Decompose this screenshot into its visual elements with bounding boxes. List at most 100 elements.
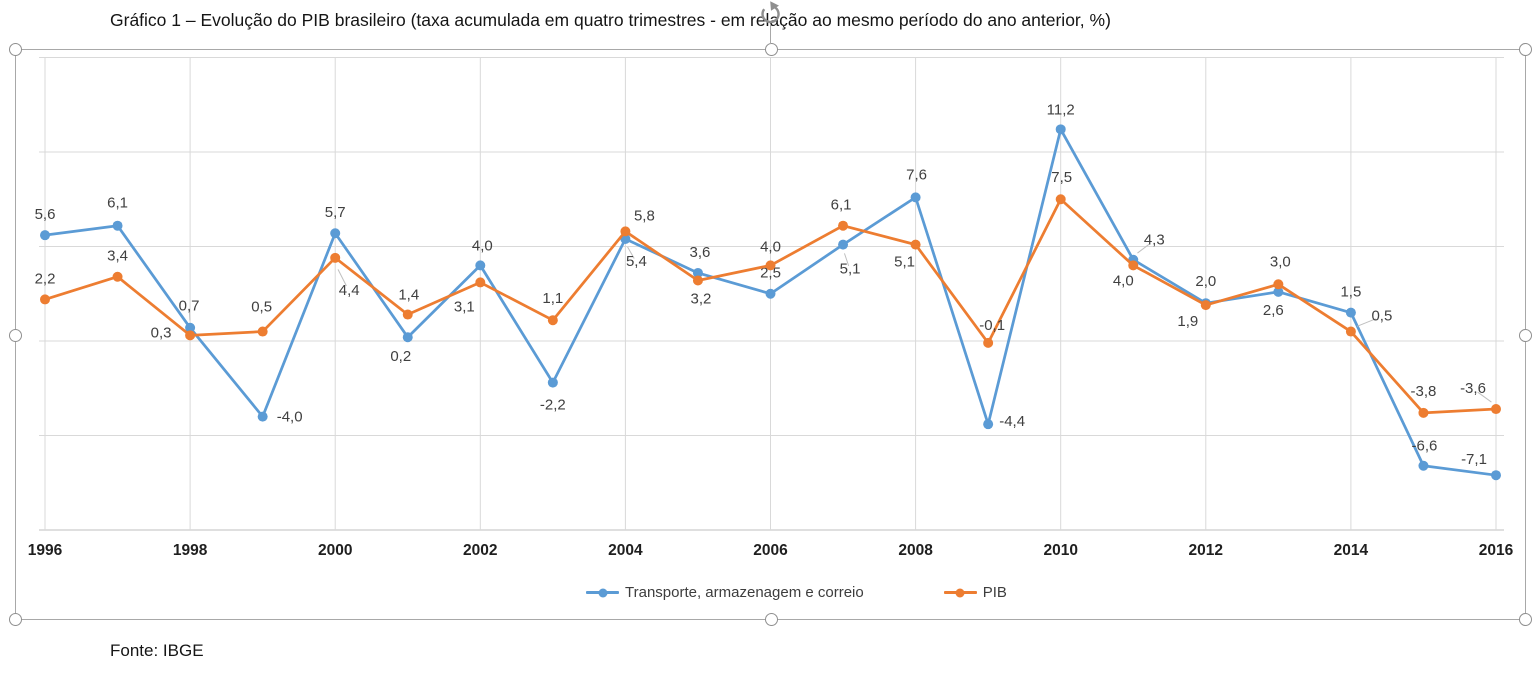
data-label[interactable]: 1,9 xyxy=(1177,313,1198,330)
resize-handle-bottom-middle[interactable] xyxy=(764,613,778,626)
rotate-icon xyxy=(761,1,780,24)
label-leader-line xyxy=(1137,243,1151,254)
data-label[interactable]: 2,0 xyxy=(1195,273,1216,290)
data-label[interactable]: 1,1 xyxy=(542,290,563,307)
data-point-marker[interactable] xyxy=(838,239,849,250)
data-label[interactable]: 5,7 xyxy=(325,204,346,221)
data-label[interactable]: 7,5 xyxy=(1051,169,1072,186)
resize-handle-middle-right[interactable] xyxy=(1519,329,1532,342)
data-point-marker[interactable] xyxy=(547,377,558,388)
data-label[interactable]: 6,1 xyxy=(107,195,128,212)
data-point-marker[interactable] xyxy=(838,220,849,231)
data-label[interactable]: 2,2 xyxy=(35,270,56,287)
data-label[interactable]: 4,0 xyxy=(472,237,493,254)
data-label[interactable]: -0,1 xyxy=(979,317,1005,334)
data-point-marker[interactable] xyxy=(475,277,486,288)
data-label[interactable]: 2,6 xyxy=(1263,302,1284,319)
resize-handle-top-middle[interactable] xyxy=(764,43,778,56)
data-point-marker[interactable] xyxy=(765,288,776,299)
data-label[interactable]: 7,6 xyxy=(906,166,927,183)
data-point-marker[interactable] xyxy=(1055,124,1066,135)
data-label[interactable]: 11,2 xyxy=(1047,101,1075,118)
label-leader-line xyxy=(188,309,191,321)
label-leader-line xyxy=(337,269,347,287)
data-point-marker[interactable] xyxy=(1273,279,1284,290)
data-point-marker[interactable] xyxy=(1200,300,1211,311)
label-leader-line xyxy=(1356,318,1376,327)
data-label[interactable]: 1,4 xyxy=(398,287,419,304)
data-label[interactable]: -3,6 xyxy=(1460,380,1486,397)
data-point-marker[interactable] xyxy=(1491,470,1501,481)
data-point-marker[interactable] xyxy=(692,267,703,278)
data-point-marker[interactable] xyxy=(402,332,413,343)
legend-item-pib[interactable]: PIB xyxy=(943,584,1007,601)
data-label[interactable]: 5,1 xyxy=(840,261,861,278)
data-point-marker[interactable] xyxy=(765,260,776,271)
data-point-marker[interactable] xyxy=(112,271,123,282)
resize-handle-top-left[interactable] xyxy=(9,43,22,56)
data-point-marker[interactable] xyxy=(257,411,268,422)
data-point-marker[interactable] xyxy=(330,252,341,263)
data-point-marker[interactable] xyxy=(1345,326,1356,337)
data-point-marker[interactable] xyxy=(40,230,50,241)
data-point-marker[interactable] xyxy=(547,315,558,326)
legend-item-transporte[interactable]: Transporte, armazenagem e correio xyxy=(586,584,864,601)
data-point-marker[interactable] xyxy=(112,220,123,231)
data-label[interactable]: 3,2 xyxy=(691,290,712,307)
data-label[interactable]: 6,1 xyxy=(831,197,852,214)
data-label[interactable]: 4,4 xyxy=(339,282,360,299)
resize-handle-top-right[interactable] xyxy=(1519,43,1532,56)
x-tick-label: 2010 xyxy=(1043,542,1077,559)
data-label[interactable]: 0,5 xyxy=(251,299,272,316)
data-label[interactable]: 4,3 xyxy=(1144,232,1165,249)
data-point-marker[interactable] xyxy=(257,326,268,337)
data-label[interactable]: 5,1 xyxy=(894,254,915,271)
data-point-marker[interactable] xyxy=(910,239,921,250)
data-point-marker[interactable] xyxy=(910,192,921,203)
data-label[interactable]: -2,2 xyxy=(540,397,566,414)
data-label[interactable]: 5,4 xyxy=(626,253,647,270)
resize-handle-bottom-left[interactable] xyxy=(9,613,22,626)
data-label[interactable]: 0,7 xyxy=(179,298,200,315)
data-label[interactable]: 4,0 xyxy=(1113,272,1134,289)
data-point-marker[interactable] xyxy=(983,419,994,430)
data-label[interactable]: 3,4 xyxy=(107,248,128,265)
data-point-marker[interactable] xyxy=(1128,260,1139,271)
resize-handle-bottom-right[interactable] xyxy=(1519,613,1532,626)
data-label[interactable]: 5,6 xyxy=(35,206,56,223)
data-point-marker[interactable] xyxy=(1491,404,1501,415)
data-label[interactable]: 3,6 xyxy=(690,244,711,261)
data-label[interactable]: -4,0 xyxy=(277,409,303,426)
data-point-marker[interactable] xyxy=(1418,407,1429,418)
data-point-marker[interactable] xyxy=(983,337,994,348)
data-label[interactable]: 5,8 xyxy=(634,207,655,224)
data-point-marker[interactable] xyxy=(185,322,196,333)
data-label[interactable]: 0,5 xyxy=(1371,308,1392,325)
rotate-handle[interactable] xyxy=(755,1,785,47)
data-point-marker[interactable] xyxy=(330,228,341,239)
data-label[interactable]: -7,1 xyxy=(1461,451,1487,468)
data-label[interactable]: 3,0 xyxy=(1270,253,1291,270)
data-label[interactable]: -6,6 xyxy=(1412,438,1438,455)
data-point-marker[interactable] xyxy=(1055,194,1066,205)
data-label[interactable]: 4,0 xyxy=(760,238,781,255)
data-point-marker[interactable] xyxy=(1418,460,1429,471)
data-label[interactable]: 3,1 xyxy=(454,298,475,315)
data-point-marker[interactable] xyxy=(620,226,631,237)
resize-handle-middle-left[interactable] xyxy=(9,329,22,342)
data-label[interactable]: 0,2 xyxy=(390,348,411,365)
data-point-marker[interactable] xyxy=(1345,307,1356,318)
data-label[interactable]: 1,5 xyxy=(1340,284,1361,301)
data-point-marker[interactable] xyxy=(1273,286,1284,297)
data-label[interactable]: 2,5 xyxy=(760,265,781,282)
data-point-marker[interactable] xyxy=(40,294,50,305)
data-point-marker[interactable] xyxy=(402,309,413,320)
data-label[interactable]: -3,8 xyxy=(1411,383,1437,400)
data-label[interactable]: 0,3 xyxy=(151,324,172,341)
data-point-marker[interactable] xyxy=(692,275,703,286)
data-point-marker[interactable] xyxy=(475,260,486,271)
data-label[interactable]: -4,4 xyxy=(999,413,1025,430)
data-point-marker[interactable] xyxy=(185,330,196,341)
